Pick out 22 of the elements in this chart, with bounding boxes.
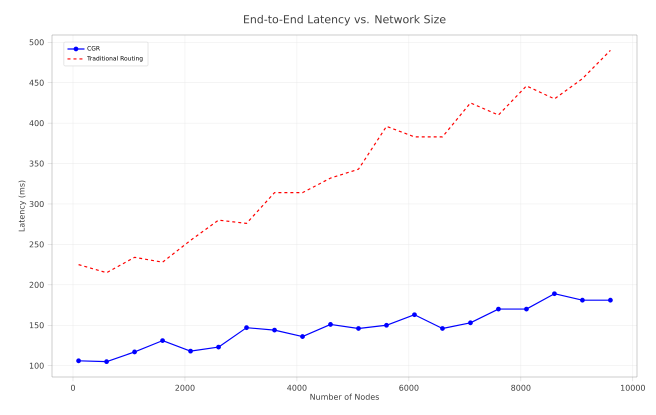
point xyxy=(440,326,445,331)
point xyxy=(412,312,417,318)
point xyxy=(216,344,221,350)
point xyxy=(160,338,165,344)
point xyxy=(76,358,81,364)
point xyxy=(132,350,137,354)
point xyxy=(244,325,249,330)
point xyxy=(188,348,193,354)
chart-title: End-to-End Latency vs. Network Size xyxy=(244,14,446,26)
point xyxy=(524,306,529,312)
point xyxy=(384,322,389,328)
point xyxy=(468,320,473,326)
point xyxy=(608,298,613,303)
point xyxy=(356,326,361,331)
point xyxy=(272,328,277,332)
point xyxy=(300,334,305,339)
point xyxy=(580,298,585,303)
line-series xyxy=(78,50,612,274)
point xyxy=(496,306,501,312)
point xyxy=(552,291,557,296)
point xyxy=(328,322,333,327)
point xyxy=(104,359,109,364)
